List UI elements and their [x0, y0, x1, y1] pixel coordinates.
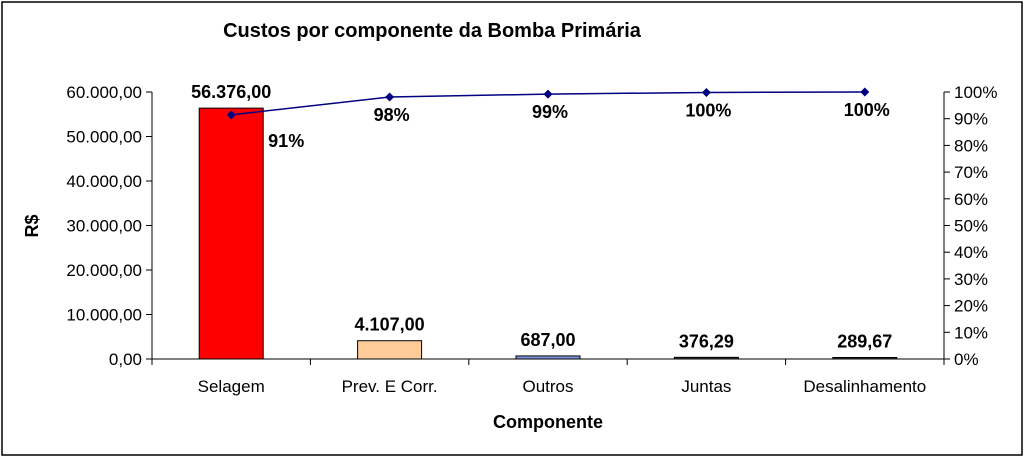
- x-category-label: Juntas: [681, 377, 731, 396]
- bar-value-label: 687,00: [520, 330, 575, 350]
- cumulative-percent-label: 91%: [268, 131, 304, 151]
- y2-tick-label: 60%: [954, 190, 988, 209]
- x-axis-title: Componente: [493, 412, 603, 432]
- bar-value-label: 4.107,00: [355, 315, 425, 335]
- y-axis-title: R$: [22, 214, 42, 237]
- y2-tick-label: 0%: [954, 350, 979, 369]
- y-tick-label: 0,00: [109, 350, 142, 369]
- cumulative-percent-label: 99%: [532, 102, 568, 122]
- bar-value-label: 56.376,00: [191, 82, 271, 102]
- y2-tick-label: 50%: [954, 217, 988, 236]
- x-category-label: Prev. E Corr.: [342, 377, 438, 396]
- cumulative-percent-label: 98%: [374, 105, 410, 125]
- x-category-label: Desalinhamento: [803, 377, 926, 396]
- bar-value-label: 289,67: [837, 332, 892, 352]
- y-tick-label: 40.000,00: [66, 172, 142, 191]
- cumulative-point: [701, 87, 711, 97]
- cumulative-point: [226, 110, 236, 120]
- y2-tick-label: 10%: [954, 323, 988, 342]
- y2-tick-label: 100%: [954, 83, 997, 102]
- cumulative-percent-label: 100%: [685, 100, 731, 120]
- y2-tick-label: 90%: [954, 110, 988, 129]
- cumulative-percent-label: 100%: [844, 100, 890, 120]
- y-tick-label: 20.000,00: [66, 261, 142, 280]
- bar: [357, 340, 423, 360]
- cumulative-point: [543, 89, 553, 99]
- bar-value-label: 376,29: [679, 331, 734, 351]
- y2-tick-label: 20%: [954, 297, 988, 316]
- bar: [198, 107, 264, 360]
- bar: [832, 357, 898, 360]
- y2-tick-label: 80%: [954, 136, 988, 155]
- y2-tick-label: 70%: [954, 163, 988, 182]
- y2-tick-label: 40%: [954, 243, 988, 262]
- x-category-label: Selagem: [198, 377, 265, 396]
- y-tick-label: 50.000,00: [66, 128, 142, 147]
- x-category-label: Outros: [522, 377, 573, 396]
- y-tick-label: 60.000,00: [66, 83, 142, 102]
- cumulative-point: [860, 87, 870, 97]
- bar: [673, 356, 739, 360]
- y2-tick-label: 30%: [954, 270, 988, 289]
- plot-area: 0,00 10.000,00 20.000,00 30.000,00 40.000,00…: [66, 82, 997, 396]
- y-tick-label: 30.000,00: [66, 217, 142, 236]
- cumulative-point: [385, 92, 395, 102]
- y-tick-label: 10.000,00: [66, 306, 142, 325]
- chart-title: Custos por componente da Bomba Primária: [223, 20, 642, 42]
- bar: [515, 355, 581, 360]
